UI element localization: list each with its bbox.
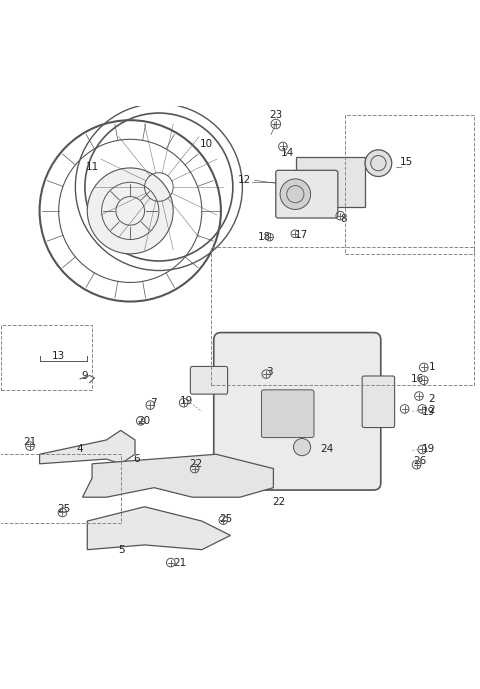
Text: 16: 16 [411,374,424,384]
Text: 25: 25 [219,514,232,524]
Text: 19: 19 [180,395,193,406]
Text: 21: 21 [174,557,187,568]
Text: 20: 20 [137,416,150,426]
Text: 3: 3 [266,367,273,377]
Text: 9: 9 [82,371,88,382]
Text: 25: 25 [57,504,70,514]
Text: 22: 22 [190,459,203,469]
Text: 12: 12 [238,175,252,185]
Text: 18: 18 [258,232,272,242]
Text: 8: 8 [341,214,348,225]
Text: 21: 21 [24,438,36,447]
Text: 19: 19 [422,407,435,418]
Bar [345,116,474,254]
Circle shape [293,438,311,455]
Text: 11: 11 [85,162,99,172]
FancyBboxPatch shape [214,333,381,490]
Polygon shape [83,454,274,497]
Text: 14: 14 [281,147,294,158]
Bar [0,454,120,524]
Text: 26: 26 [413,456,427,466]
Text: 2: 2 [429,405,435,415]
Polygon shape [87,506,230,550]
Text: 10: 10 [200,139,213,149]
FancyBboxPatch shape [191,367,228,394]
Polygon shape [39,431,135,464]
Bar [1,325,92,390]
Text: 22: 22 [273,497,286,507]
Text: 17: 17 [294,229,308,240]
Text: 15: 15 [399,157,413,167]
FancyBboxPatch shape [262,390,314,438]
FancyBboxPatch shape [296,157,365,207]
FancyBboxPatch shape [362,376,395,428]
Circle shape [280,179,311,209]
Text: 23: 23 [269,110,282,121]
Text: 13: 13 [52,351,65,362]
Circle shape [87,168,173,254]
Text: 5: 5 [119,545,125,555]
Circle shape [365,150,392,176]
Bar [211,247,474,385]
Text: 24: 24 [320,444,334,453]
Text: 2: 2 [429,394,435,404]
Text: 7: 7 [150,398,156,408]
Text: 4: 4 [77,444,84,453]
Text: 6: 6 [133,454,140,464]
FancyBboxPatch shape [276,170,338,218]
Text: 19: 19 [422,444,435,455]
Text: 1: 1 [429,362,435,373]
